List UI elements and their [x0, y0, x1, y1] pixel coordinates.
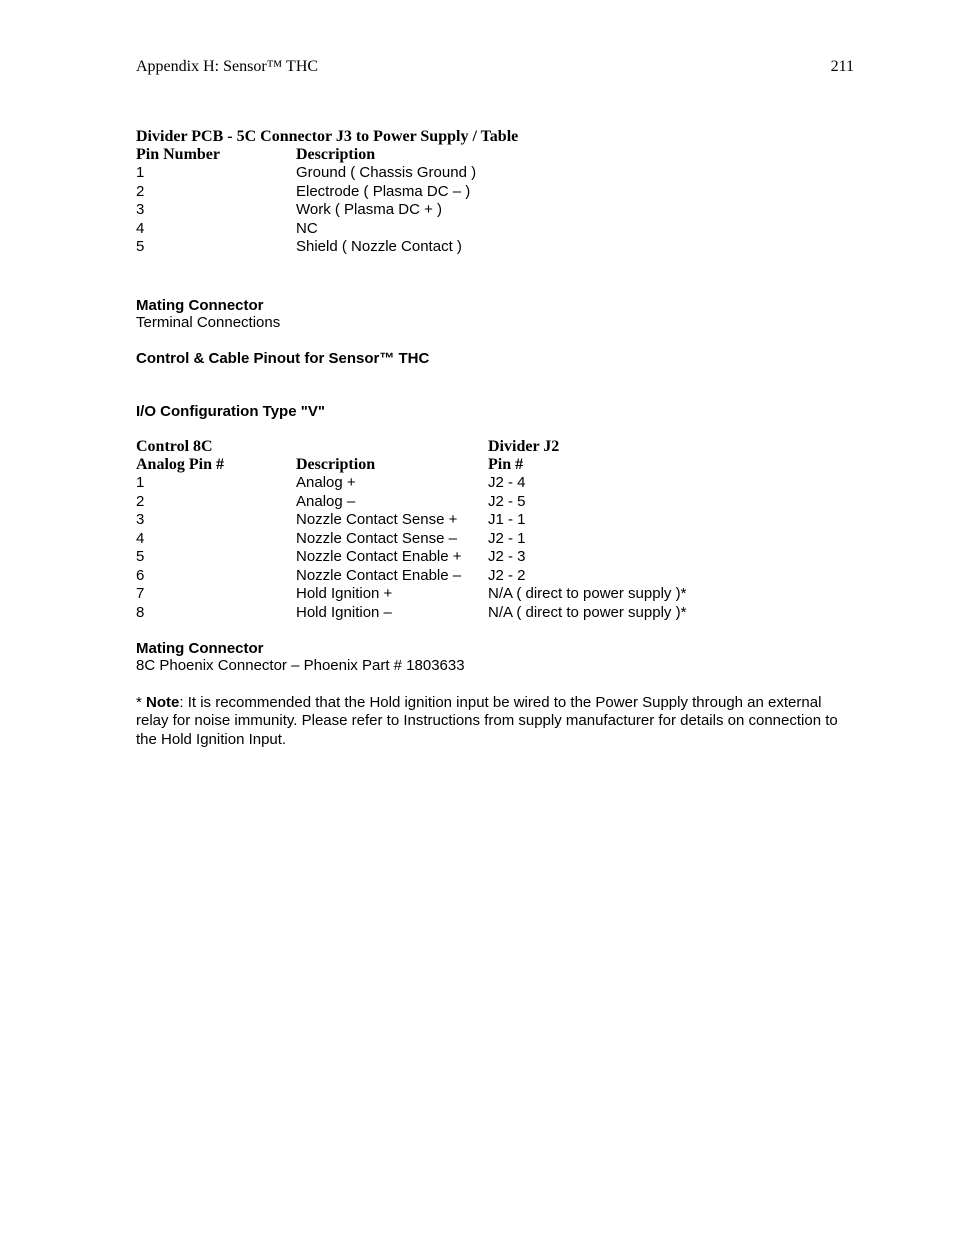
j3-column-headers: Pin Number Description: [136, 146, 854, 164]
desc-cell: Electrode ( Plasma DC – ): [296, 183, 488, 202]
pin-cell: 6: [136, 567, 296, 586]
pin-cell: 3: [136, 201, 296, 220]
j3-table: 1 Ground ( Chassis Ground ) 2 Electrode …: [136, 164, 854, 257]
desc-cell: Nozzle Contact Sense –: [296, 530, 488, 549]
io-config-heading: I/O Configuration Type "V": [136, 403, 854, 420]
mating-connector-text-2: 8C Phoenix Connector – Phoenix Part # 18…: [136, 657, 854, 676]
spacer: [296, 438, 488, 456]
pin-cell: 5: [136, 238, 296, 257]
desc-cell: Work ( Plasma DC + ): [296, 201, 488, 220]
pin-cell: 2: [136, 493, 296, 512]
document-page: Appendix H: Sensor™ THC 211 Divider PCB …: [0, 0, 954, 1235]
table-row: 4 NC: [136, 220, 854, 239]
desc-cell: NC: [296, 220, 488, 239]
mating-connector-heading-2: Mating Connector: [136, 640, 854, 657]
table-row: 2 Electrode ( Plasma DC – ): [136, 183, 854, 202]
table-row: 1 Ground ( Chassis Ground ): [136, 164, 854, 183]
desc-cell: Ground ( Chassis Ground ): [296, 164, 488, 183]
pin-cell: 5: [136, 548, 296, 567]
j-cell: J2 - 2: [488, 567, 526, 586]
table-row: 4 Nozzle Contact Sense – J2 - 1: [136, 530, 854, 549]
table-row: 8 Hold Ignition – N/A ( direct to power …: [136, 604, 854, 623]
desc-cell: Nozzle Contact Enable +: [296, 548, 488, 567]
table-row: 5 Nozzle Contact Enable + J2 - 3: [136, 548, 854, 567]
pin-cell: 8: [136, 604, 296, 623]
table-row: 7 Hold Ignition + N/A ( direct to power …: [136, 585, 854, 604]
table-row: 3 Nozzle Contact Sense + J1 - 1: [136, 511, 854, 530]
j-cell: J1 - 1: [488, 511, 526, 530]
control-8c-header: Control 8C: [136, 438, 296, 456]
j-cell: J2 - 3: [488, 548, 526, 567]
note-text: : It is recommended that the Hold igniti…: [136, 694, 838, 748]
table-row: 3 Work ( Plasma DC + ): [136, 201, 854, 220]
pin-cell: 7: [136, 585, 296, 604]
pin-cell: 4: [136, 220, 296, 239]
note-label: Note: [146, 694, 179, 711]
pin-cell: 4: [136, 530, 296, 549]
j-cell: J2 - 4: [488, 474, 526, 493]
mating-connector-heading-1: Mating Connector: [136, 297, 854, 314]
pin-cell: 2: [136, 183, 296, 202]
desc-cell: Analog –: [296, 493, 488, 512]
col-pin-number: Pin Number: [136, 146, 296, 164]
desc-cell: Shield ( Nozzle Contact ): [296, 238, 488, 257]
note-paragraph: * Note: It is recommended that the Hold …: [136, 694, 854, 750]
io-column-headers: Analog Pin # Description Pin #: [136, 456, 854, 474]
j-cell: J2 - 1: [488, 530, 526, 549]
desc-cell: Nozzle Contact Sense +: [296, 511, 488, 530]
col-pin-2: Pin #: [488, 456, 523, 474]
io-table: 1 Analog + J2 - 4 2 Analog – J2 - 5 3 No…: [136, 474, 854, 622]
desc-cell: Hold Ignition +: [296, 585, 488, 604]
section-title-j3: Divider PCB - 5C Connector J3 to Power S…: [136, 128, 854, 146]
j-cell: N/A ( direct to power supply )*: [488, 604, 686, 623]
col-analog-pin: Analog Pin #: [136, 456, 296, 474]
table-row: 1 Analog + J2 - 4: [136, 474, 854, 493]
page-header: Appendix H: Sensor™ THC 211: [136, 58, 854, 76]
desc-cell: Analog +: [296, 474, 488, 493]
mating-connector-text-1: Terminal Connections: [136, 314, 854, 333]
desc-cell: Hold Ignition –: [296, 604, 488, 623]
pin-cell: 3: [136, 511, 296, 530]
col-description-2: Description: [296, 456, 488, 474]
page-number: 211: [831, 58, 854, 76]
note-prefix: *: [136, 694, 146, 711]
col-description: Description: [296, 146, 488, 164]
j-cell: J2 - 5: [488, 493, 526, 512]
divider-j2-header: Divider J2: [488, 438, 559, 456]
pin-cell: 1: [136, 474, 296, 493]
j-cell: N/A ( direct to power supply )*: [488, 585, 686, 604]
io-top-headers: Control 8C Divider J2: [136, 438, 854, 456]
table-row: 2 Analog – J2 - 5: [136, 493, 854, 512]
pin-cell: 1: [136, 164, 296, 183]
control-cable-heading: Control & Cable Pinout for Sensor™ THC: [136, 350, 854, 367]
table-row: 6 Nozzle Contact Enable – J2 - 2: [136, 567, 854, 586]
table-row: 5 Shield ( Nozzle Contact ): [136, 238, 854, 257]
desc-cell: Nozzle Contact Enable –: [296, 567, 488, 586]
header-left: Appendix H: Sensor™ THC: [136, 58, 318, 76]
